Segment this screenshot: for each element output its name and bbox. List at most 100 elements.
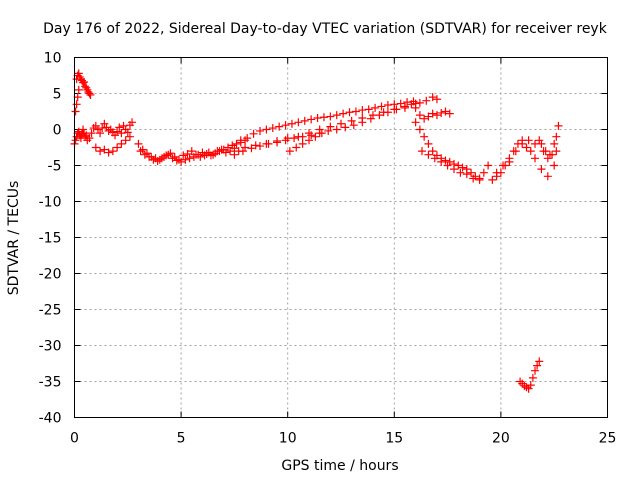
data-point xyxy=(204,148,213,157)
data-point xyxy=(85,89,94,98)
data-point xyxy=(358,113,367,122)
data-point xyxy=(166,149,175,158)
data-point xyxy=(339,109,348,118)
x-axis-label: GPS time / hours xyxy=(281,458,398,474)
data-point xyxy=(415,125,424,134)
data-point xyxy=(91,121,100,130)
data-point xyxy=(471,172,480,181)
data-point xyxy=(467,168,476,177)
data-point xyxy=(71,136,80,145)
data-point xyxy=(125,132,134,141)
data-point xyxy=(123,128,132,137)
data-point xyxy=(332,125,341,134)
data-point xyxy=(255,126,264,135)
data-point xyxy=(368,111,377,120)
data-point xyxy=(445,157,454,166)
data-point xyxy=(475,175,484,184)
data-point xyxy=(383,101,392,110)
data-point xyxy=(157,154,166,163)
data-point xyxy=(524,136,533,145)
data-point xyxy=(221,148,230,157)
data-point xyxy=(134,139,143,148)
data-point xyxy=(80,77,89,86)
data-point xyxy=(543,154,552,163)
data-point xyxy=(347,116,356,125)
data-point xyxy=(315,125,324,134)
data-point xyxy=(528,373,537,382)
data-point xyxy=(422,96,431,105)
data-point xyxy=(172,156,181,165)
data-point xyxy=(241,143,250,152)
data-point xyxy=(185,154,194,163)
data-point xyxy=(96,129,105,138)
x-tick-label: 25 xyxy=(599,431,617,447)
data-point xyxy=(377,102,386,111)
data-point xyxy=(262,125,271,134)
data-point xyxy=(324,126,333,135)
data-point xyxy=(543,172,552,181)
data-point xyxy=(247,144,256,153)
data-point xyxy=(552,132,561,141)
data-point xyxy=(516,377,525,386)
data-point xyxy=(170,152,179,161)
data-point xyxy=(432,111,441,120)
data-point xyxy=(236,136,245,145)
data-point xyxy=(136,147,145,156)
data-point xyxy=(554,121,563,130)
data-point xyxy=(379,108,388,117)
data-point xyxy=(484,161,493,170)
data-point xyxy=(522,143,531,152)
data-point xyxy=(113,143,122,152)
data-point xyxy=(428,109,437,118)
data-point xyxy=(535,357,544,366)
data-point xyxy=(294,132,303,141)
data-point xyxy=(113,127,122,136)
data-point xyxy=(287,119,296,128)
data-point xyxy=(541,147,550,156)
data-point xyxy=(96,147,105,156)
data-point xyxy=(533,361,542,370)
data-point xyxy=(358,106,367,115)
x-tick-label: 0 xyxy=(70,431,79,447)
y-tick-labels: 10 5 0 -5 -10 -15 -20 -25 -30 -35 -40 xyxy=(39,51,62,427)
data-point xyxy=(449,165,458,174)
data-point xyxy=(428,147,437,156)
data-point xyxy=(74,85,83,94)
data-point xyxy=(149,155,158,164)
y-tick-label: -15 xyxy=(39,231,62,247)
data-point xyxy=(432,95,441,104)
data-point xyxy=(411,118,420,127)
data-point xyxy=(93,125,102,134)
data-point xyxy=(117,129,126,138)
data-point xyxy=(226,147,235,156)
data-point xyxy=(294,118,303,127)
data-point xyxy=(311,132,320,141)
data-point xyxy=(535,136,544,145)
y-tick-label: -25 xyxy=(39,303,62,319)
data-point xyxy=(326,112,335,121)
data-point xyxy=(230,150,239,159)
x-tick-label: 5 xyxy=(177,431,186,447)
data-point xyxy=(424,139,433,148)
data-point xyxy=(456,168,465,177)
data-point xyxy=(319,113,328,122)
data-point xyxy=(179,151,188,160)
data-point xyxy=(209,150,218,159)
data-point xyxy=(153,157,162,166)
data-point xyxy=(102,123,111,132)
data-point xyxy=(117,139,126,148)
data-point xyxy=(200,151,209,160)
data-point xyxy=(411,103,420,112)
y-tick-label: 5 xyxy=(53,87,62,103)
data-point xyxy=(526,381,535,390)
data-point xyxy=(552,147,561,156)
data-point xyxy=(232,139,241,148)
data-point xyxy=(273,137,282,146)
data-point xyxy=(281,136,290,145)
data-point xyxy=(337,119,345,128)
data-point xyxy=(488,175,497,184)
data-point xyxy=(345,108,354,117)
data-point xyxy=(292,143,301,152)
data-point xyxy=(550,161,559,170)
